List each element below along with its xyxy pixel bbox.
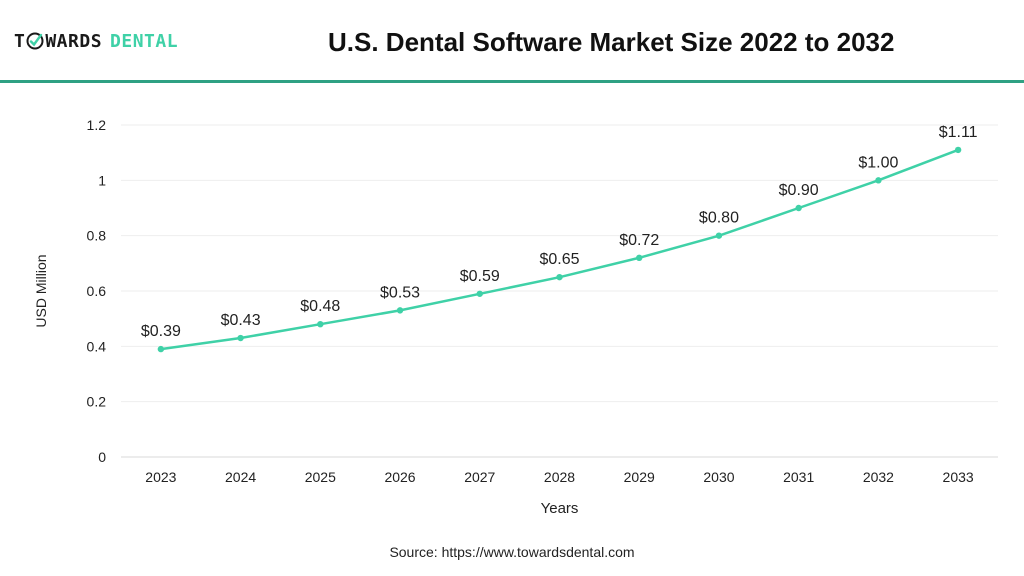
data-label: $0.48 (300, 298, 340, 315)
brand-name-rest: WARDS (45, 30, 103, 52)
y-tick-label: 0.4 (87, 338, 107, 354)
y-axis-ticks: 0 0.2 0.4 0.6 0.8 1 1.2 (87, 117, 107, 465)
y-tick-label: 0.8 (87, 228, 107, 244)
x-tick-label: 2029 (624, 469, 655, 485)
x-axis-label: Years (541, 500, 579, 517)
x-tick-label: 2023 (145, 469, 176, 485)
x-tick-label: 2030 (703, 469, 734, 485)
data-label: $0.39 (141, 323, 181, 340)
x-tick-label: 2027 (464, 469, 495, 485)
header: T WARDS DENTAL U.S. Dental Software Mark… (0, 0, 1024, 80)
data-label: $0.43 (221, 312, 261, 329)
data-point (556, 273, 563, 281)
data-point (715, 232, 723, 239)
data-point (954, 146, 962, 154)
data-point (636, 254, 643, 261)
data-point (396, 307, 404, 314)
x-tick-label: 2025 (305, 469, 336, 485)
brand-name-first: T (14, 30, 26, 52)
data-point (875, 177, 882, 184)
y-tick-label: 0.6 (87, 283, 107, 299)
data-label: $1.00 (858, 154, 898, 171)
header-divider (0, 80, 1024, 83)
data-point (476, 290, 483, 297)
data-point (317, 321, 324, 328)
data-label: $0.65 (539, 251, 579, 268)
data-label: $1.11 (939, 124, 978, 141)
data-point (237, 334, 244, 342)
x-axis-ticks: 2023 2024 2025 2026 2027 2028 2029 2030 2031 2032… (145, 469, 974, 485)
y-axis-label: USD Million (33, 254, 49, 327)
data-label: $0.59 (460, 268, 500, 285)
x-tick-label: 2024 (225, 469, 256, 485)
series-line (160, 148, 959, 351)
y-tick-label: 0.2 (87, 394, 107, 410)
data-label: $0.72 (619, 232, 659, 249)
chart-title: U.S. Dental Software Market Size 2022 to… (328, 27, 895, 57)
data-label: $0.53 (380, 284, 420, 301)
y-tick-label: 0 (98, 449, 106, 465)
data-points (157, 146, 962, 353)
x-tick-label: 2028 (544, 469, 575, 485)
data-point (795, 204, 802, 212)
x-tick-label: 2033 (943, 469, 974, 485)
data-label: $0.90 (779, 182, 819, 199)
brand-name-accent: DENTAL (110, 30, 179, 52)
tooth-check-icon (26, 32, 44, 50)
y-tick-label: 1.2 (87, 117, 107, 133)
data-labels: $0.39 $0.43 $0.48 $0.53 $0.59 $0.65 $0.72 $0.80… (141, 124, 978, 340)
x-tick-label: 2026 (384, 469, 415, 485)
x-tick-label: 2031 (783, 469, 814, 485)
x-tick-label: 2032 (863, 469, 894, 485)
data-point (157, 345, 165, 353)
data-label: $0.80 (699, 210, 739, 227)
source-note: Source: https://www.towardsdental.com (389, 544, 635, 560)
brand-logo: T WARDS DENTAL (14, 28, 178, 54)
y-tick-label: 1 (98, 172, 106, 188)
gridlines (121, 124, 998, 458)
